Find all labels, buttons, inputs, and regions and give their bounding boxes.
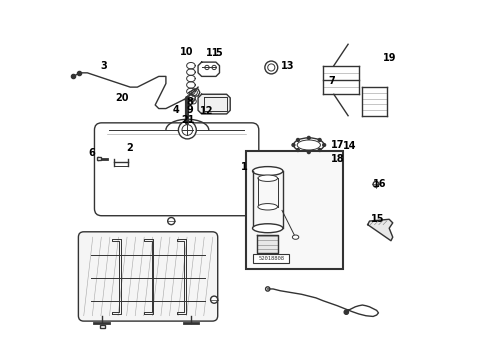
Ellipse shape [257, 175, 277, 181]
Polygon shape [198, 62, 219, 76]
Circle shape [291, 144, 294, 147]
Text: 9: 9 [186, 105, 193, 115]
Polygon shape [367, 219, 392, 241]
Circle shape [210, 296, 217, 303]
Ellipse shape [252, 167, 283, 176]
FancyBboxPatch shape [94, 123, 258, 216]
Ellipse shape [257, 203, 277, 210]
Circle shape [322, 144, 325, 147]
FancyBboxPatch shape [78, 232, 217, 321]
Circle shape [167, 217, 175, 225]
Text: 14: 14 [343, 141, 356, 151]
Text: 8: 8 [186, 97, 193, 107]
Ellipse shape [293, 138, 324, 152]
Ellipse shape [298, 157, 319, 163]
Circle shape [296, 149, 299, 152]
Text: 10: 10 [179, 47, 193, 57]
Ellipse shape [252, 224, 283, 233]
Text: 17: 17 [330, 140, 344, 150]
Text: 12: 12 [200, 107, 213, 116]
Text: 11: 11 [206, 48, 220, 58]
Polygon shape [198, 94, 230, 114]
Text: 20: 20 [115, 93, 128, 103]
Circle shape [372, 181, 378, 187]
Ellipse shape [293, 155, 324, 165]
Circle shape [307, 151, 309, 154]
Text: 2: 2 [126, 143, 133, 153]
Polygon shape [257, 235, 278, 253]
FancyBboxPatch shape [246, 152, 342, 269]
Text: 52018808: 52018808 [258, 256, 284, 261]
Bar [100, 325, 104, 328]
Ellipse shape [297, 140, 320, 150]
Text: 16: 16 [372, 179, 386, 189]
Circle shape [318, 139, 321, 141]
Text: 7: 7 [328, 76, 335, 86]
Circle shape [318, 149, 321, 152]
Circle shape [296, 139, 299, 141]
Text: 6: 6 [88, 148, 95, 158]
Circle shape [178, 121, 196, 139]
FancyBboxPatch shape [253, 254, 288, 263]
Text: 21: 21 [181, 115, 194, 125]
Text: 3: 3 [100, 62, 106, 71]
Text: 19: 19 [382, 53, 395, 63]
Circle shape [344, 310, 348, 314]
Bar [97, 157, 101, 160]
Text: 15: 15 [370, 214, 384, 224]
Ellipse shape [292, 235, 298, 239]
Circle shape [307, 136, 309, 139]
Text: 1: 1 [241, 162, 247, 172]
Text: 4: 4 [172, 105, 179, 115]
Text: 18: 18 [330, 154, 344, 164]
Text: 5: 5 [215, 48, 222, 58]
Polygon shape [189, 89, 200, 96]
Text: 13: 13 [280, 61, 293, 71]
